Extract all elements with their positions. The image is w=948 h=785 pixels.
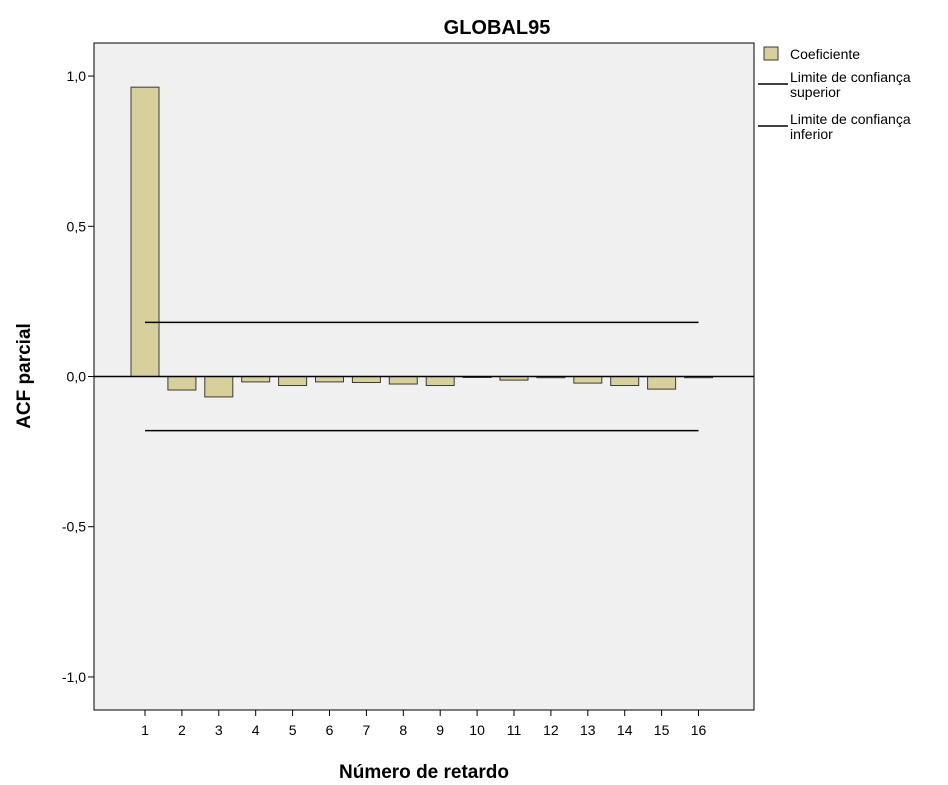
legend-label: Coeficiente [790,46,860,62]
bar-lag-6 [315,376,344,383]
x-tick-label: 5 [289,722,297,738]
x-tick-label: 3 [215,722,223,738]
bar-lag-13 [573,376,603,384]
bar-lag-3 [204,376,234,398]
legend-item-1: Coeficiente [763,46,860,62]
y-tick-label: 0,0 [67,369,87,385]
y-tick-label: 1,0 [67,68,87,84]
x-tick-label: 14 [617,722,633,738]
x-tick-label: 7 [363,722,371,738]
bar-lag-9 [425,376,455,387]
x-axis-label: Número de retardo [339,762,509,783]
x-tick-label: 11 [507,722,522,738]
bar-lag-8 [388,376,418,385]
legend-label: inferior [790,126,833,142]
x-tick-label: 8 [399,722,407,738]
x-tick-label: 2 [178,722,186,738]
x-tick-label: 13 [580,722,596,738]
chart-title: GLOBAL95 [444,17,551,39]
bar-lag-4 [241,376,271,383]
bar-lag-15 [647,376,677,390]
bar-lag-1 [130,86,160,377]
x-tick-label: 1 [141,722,149,738]
confidence-lines-layer [145,321,699,432]
x-tick-label: 9 [436,722,444,738]
y-axis: 1,0 0,5 0,0 -0,5 -1,0 [62,68,94,685]
y-tick-label: -1,0 [62,669,86,685]
x-tick-label: 4 [252,722,260,738]
legend-label: superior [790,84,841,100]
legend-label: Limite de confiança [790,69,911,85]
x-tick-label: 6 [326,722,334,738]
legend-swatch [763,46,779,61]
y-tick-label: -0,5 [62,519,86,535]
y-tick-label: 0,5 [67,218,87,234]
bar-lag-5 [278,376,308,387]
x-axis: 1 2 3 4 5 6 7 8 9 10 11 12 13 14 15 16 [141,710,706,738]
y-axis-label: ACF parcial [14,323,35,429]
x-tick-label: 16 [691,722,707,738]
bar-lag-7 [351,376,381,384]
legend-label: Limite de confiança [790,111,911,127]
x-tick-label: 15 [654,722,670,738]
bar-lag-2 [167,376,197,391]
bars-layer [130,86,713,398]
bar-lag-14 [610,376,640,387]
x-tick-label: 12 [543,722,559,738]
x-tick-label: 10 [469,722,485,738]
